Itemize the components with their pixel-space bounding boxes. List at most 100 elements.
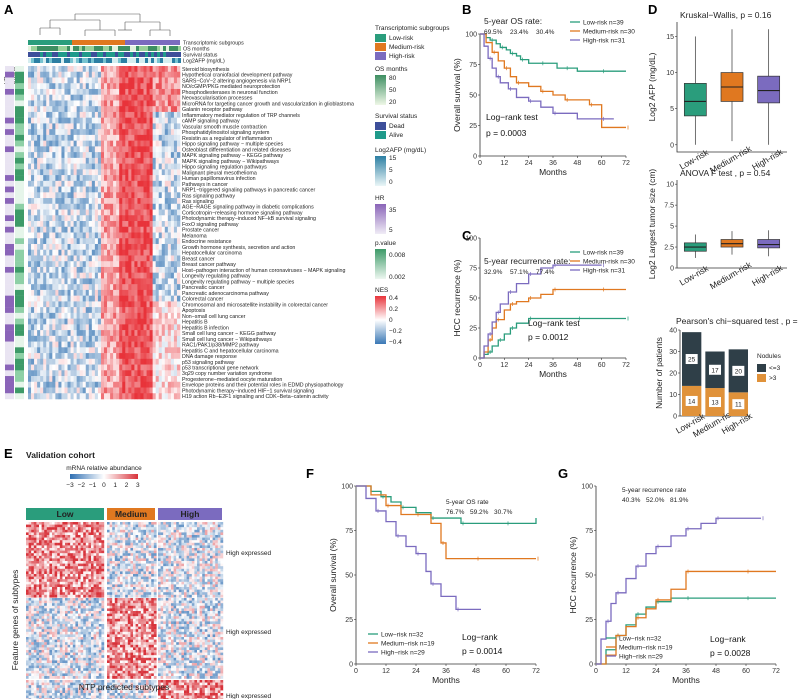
nes-cell [164, 364, 169, 371]
afp-cell [145, 58, 148, 63]
nes-cell [164, 94, 169, 101]
nes-cell [152, 140, 156, 147]
expression-cell [49, 558, 53, 562]
nes-cell [146, 289, 150, 296]
nes-cell [52, 226, 56, 233]
nes-cell [52, 83, 56, 90]
nes-cell [128, 111, 132, 118]
pvalue-cell [15, 88, 24, 95]
nes-cell [152, 370, 156, 377]
expression-cell [120, 540, 123, 543]
hr-cell [5, 169, 14, 176]
nes-cell [119, 106, 123, 113]
nes-cell [155, 186, 160, 193]
nes-cell [167, 129, 172, 136]
nes-cell [155, 66, 160, 73]
nes-cell [58, 100, 62, 107]
nes-cell [40, 330, 44, 337]
nes-cell [49, 353, 53, 360]
nes-cell [149, 278, 153, 285]
nes-cell [73, 66, 77, 73]
expression-cell [49, 522, 53, 525]
nes-cell [167, 203, 172, 210]
expression-cell [117, 532, 121, 536]
expression-cell [33, 587, 37, 590]
os-cell [52, 46, 55, 51]
nes-cell [82, 387, 87, 394]
x-tick-label: 60 [502, 668, 510, 675]
nes-cell [97, 106, 102, 113]
expression-cell [133, 535, 136, 538]
expression-cell [133, 558, 136, 562]
nes-cell [122, 249, 126, 256]
nes-cell [131, 157, 135, 164]
nes-cell [40, 393, 44, 400]
nes-cell [140, 243, 144, 251]
nes-cell [167, 353, 172, 360]
expression-cell [67, 540, 71, 543]
nes-cell [113, 255, 117, 262]
nes-cell [167, 157, 172, 164]
hr-cell [5, 203, 14, 210]
expression-cell [138, 540, 141, 543]
expression-cell [125, 553, 128, 556]
nes-cell [146, 272, 150, 279]
nes-cell [31, 312, 35, 319]
expression-cell [117, 550, 121, 554]
nes-cell [52, 186, 56, 193]
nes-cell [46, 88, 50, 96]
expression-cell [70, 529, 73, 533]
nes-cell [128, 370, 132, 377]
expression-cell [52, 527, 55, 530]
expression-cell [67, 574, 71, 577]
expression-cell [133, 540, 136, 543]
nes-cell [46, 175, 50, 182]
expression-cell [75, 542, 79, 546]
expression-cell [114, 542, 118, 546]
nes-cell [155, 163, 160, 170]
expression-cell [148, 524, 152, 528]
legend-nes-tick: 0.2 [389, 306, 398, 313]
hr-cell [5, 140, 14, 147]
nes-cell [173, 146, 178, 153]
nes-cell [46, 100, 50, 107]
afp-cell [73, 58, 76, 63]
nes-cell [140, 307, 144, 314]
expression-cell [52, 542, 55, 546]
nes-cell [43, 198, 47, 205]
nes-cell [149, 387, 153, 394]
nes-cell [104, 226, 108, 233]
nes-cell [97, 226, 102, 233]
expression-cell [33, 553, 37, 556]
nes-cell [119, 330, 123, 337]
nes-cell [170, 221, 175, 228]
nes-cell [97, 341, 102, 348]
expression-cell [54, 555, 58, 559]
expression-cell [140, 548, 144, 551]
nes-cell [140, 169, 144, 176]
nes-cell [49, 232, 53, 239]
nes-cell [146, 157, 150, 164]
nes-cell [31, 381, 35, 388]
nes-cell [122, 134, 126, 141]
expression-cell [78, 579, 81, 582]
nes-cell [170, 307, 175, 314]
expression-cell [93, 584, 97, 588]
nes-cell [64, 255, 68, 262]
legend-title: Nodules [757, 353, 782, 360]
expression-cell [120, 548, 123, 551]
nes-cell [34, 221, 38, 228]
nes-cell [113, 129, 117, 136]
nes-cell [85, 226, 90, 233]
nes-cell [79, 88, 84, 96]
nes-cell [55, 381, 59, 388]
hr-cell [5, 134, 14, 141]
expression-cell [54, 594, 58, 598]
expression-cell [80, 581, 84, 585]
nes-cell [152, 381, 156, 388]
nes-cell [70, 94, 74, 101]
nes-cell [64, 249, 68, 256]
nes-cell [28, 387, 32, 394]
expression-cell [41, 592, 45, 595]
pathway-label: Endocrine resistance [182, 239, 232, 245]
